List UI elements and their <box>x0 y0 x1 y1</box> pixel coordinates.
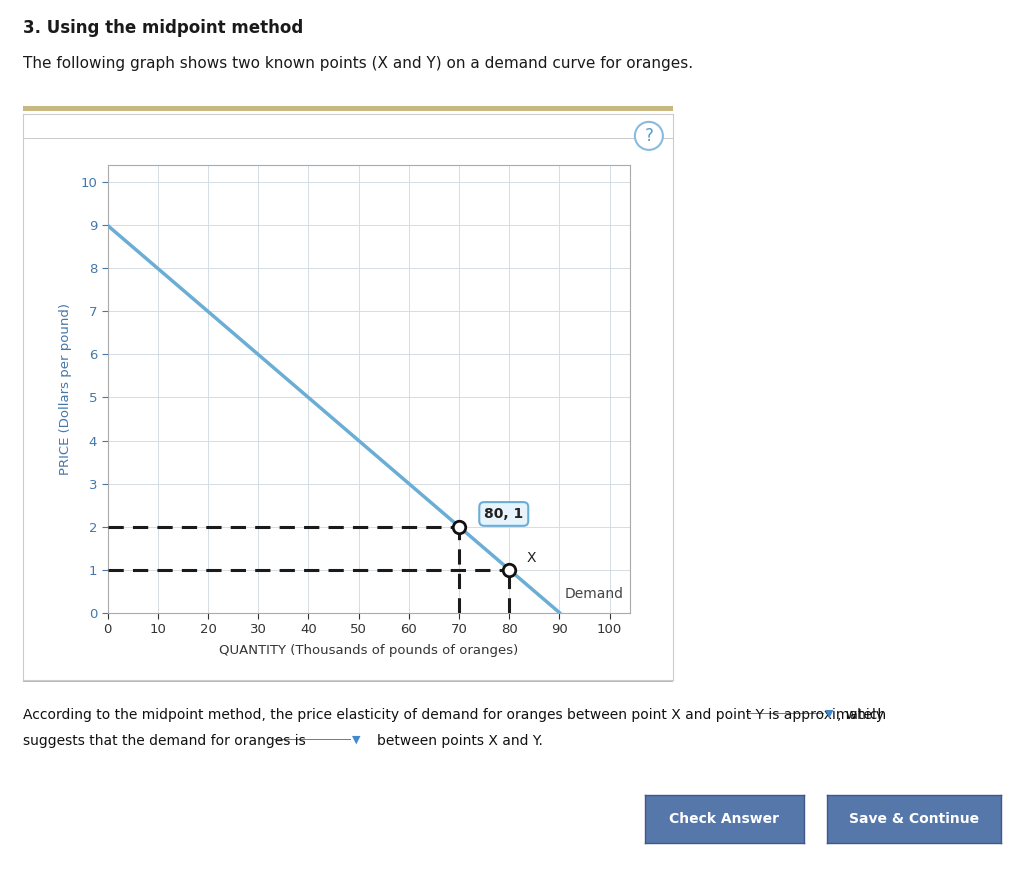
X-axis label: QUANTITY (Thousands of pounds of oranges): QUANTITY (Thousands of pounds of oranges… <box>219 645 518 657</box>
Text: ?: ? <box>644 127 653 145</box>
Text: ▼: ▼ <box>825 708 834 719</box>
Y-axis label: PRICE (Dollars per pound): PRICE (Dollars per pound) <box>59 303 72 474</box>
Text: , which: , which <box>837 708 886 722</box>
Text: Demand: Demand <box>564 587 624 600</box>
Text: 3. Using the midpoint method: 3. Using the midpoint method <box>23 19 303 37</box>
Text: ▼: ▼ <box>352 734 360 745</box>
Text: X: X <box>526 551 537 565</box>
Text: 80, 1: 80, 1 <box>484 507 523 521</box>
Text: Save & Continue: Save & Continue <box>849 812 980 826</box>
Text: between points X and Y.: between points X and Y. <box>377 734 543 748</box>
Text: According to the midpoint method, the price elasticity of demand for oranges bet: According to the midpoint method, the pr… <box>23 708 884 722</box>
Text: Check Answer: Check Answer <box>670 812 779 826</box>
Text: suggests that the demand for oranges is: suggests that the demand for oranges is <box>23 734 305 748</box>
Text: The following graph shows two known points (X and Y) on a demand curve for orang: The following graph shows two known poin… <box>23 56 692 71</box>
